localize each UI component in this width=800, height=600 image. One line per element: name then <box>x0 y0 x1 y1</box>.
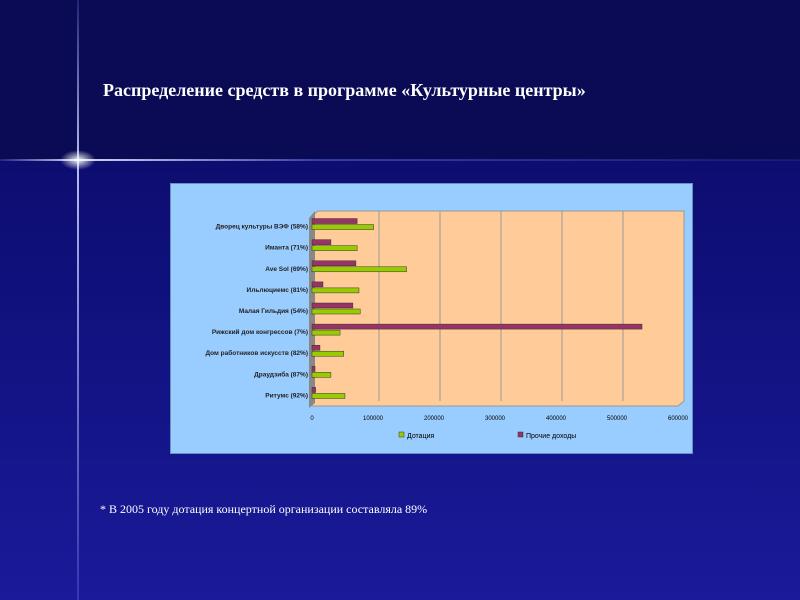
decorative-vertical-line <box>77 0 79 600</box>
bar-prochie <box>311 218 358 224</box>
bar-dotacia <box>311 245 358 251</box>
bar-prochie <box>311 281 324 288</box>
legend-swatch <box>398 431 405 438</box>
bar-prochie <box>311 323 643 330</box>
legend-label: Прочие доходы <box>526 433 576 440</box>
bar-dotacia <box>311 393 346 399</box>
category-label: Малая Гильдия (54%) <box>239 308 308 315</box>
bar-prochie <box>311 387 316 393</box>
slide-title: Распределение средств в программе «Культ… <box>103 80 586 100</box>
chart-svg: 0 100000 200000 300000 400000 500000 600000 Дво… <box>205 210 689 440</box>
category-label: Ave Sol (69%) <box>265 266 308 273</box>
bar-dotacia <box>311 372 332 378</box>
bar-dotacia <box>311 224 374 230</box>
legend-label: Дотация <box>407 433 434 440</box>
bar-dotacia <box>311 266 407 273</box>
bar-dotacia <box>311 350 344 357</box>
footnote: * В 2005 году дотация концертной организ… <box>100 502 428 516</box>
category-label: Ритумс (92%) <box>265 392 308 399</box>
chart: 0 100000 200000 300000 400000 500000 600000 Дво… <box>170 183 693 454</box>
x-tick-label: 500000 <box>607 416 628 422</box>
bar-dotacia <box>311 329 341 336</box>
category-label: Ильлюциемс (81%) <box>247 287 308 294</box>
sparkle-icon <box>60 150 96 170</box>
decorative-horizontal-line <box>0 159 800 161</box>
header-band <box>0 0 800 160</box>
bar-prochie <box>311 366 316 372</box>
legend-swatch <box>517 431 524 438</box>
x-tick-label: 0 <box>310 416 314 422</box>
x-tick-label: 300000 <box>485 416 506 422</box>
bar-prochie <box>311 239 332 245</box>
category-label: Драудзиба (87%) <box>254 370 308 378</box>
bar-prochie <box>311 260 357 267</box>
plot-area <box>311 210 685 407</box>
x-tick-label: 200000 <box>424 416 445 422</box>
bar-prochie <box>311 302 354 309</box>
x-tick-label: 100000 <box>363 416 384 422</box>
bar-dotacia <box>311 308 361 315</box>
x-tick-label: 400000 <box>546 416 567 422</box>
bar-prochie <box>311 344 321 351</box>
category-label: Рижский дом конгрессов (7%) <box>212 328 308 336</box>
category-label: Иманта (71%) <box>265 245 308 252</box>
category-label: Дворец культуры ВЭФ (58%) <box>216 224 308 231</box>
category-label: Дом работников искусств (82%) <box>205 349 308 357</box>
bar-dotacia <box>311 287 360 294</box>
x-tick-label: 600000 <box>668 416 689 422</box>
